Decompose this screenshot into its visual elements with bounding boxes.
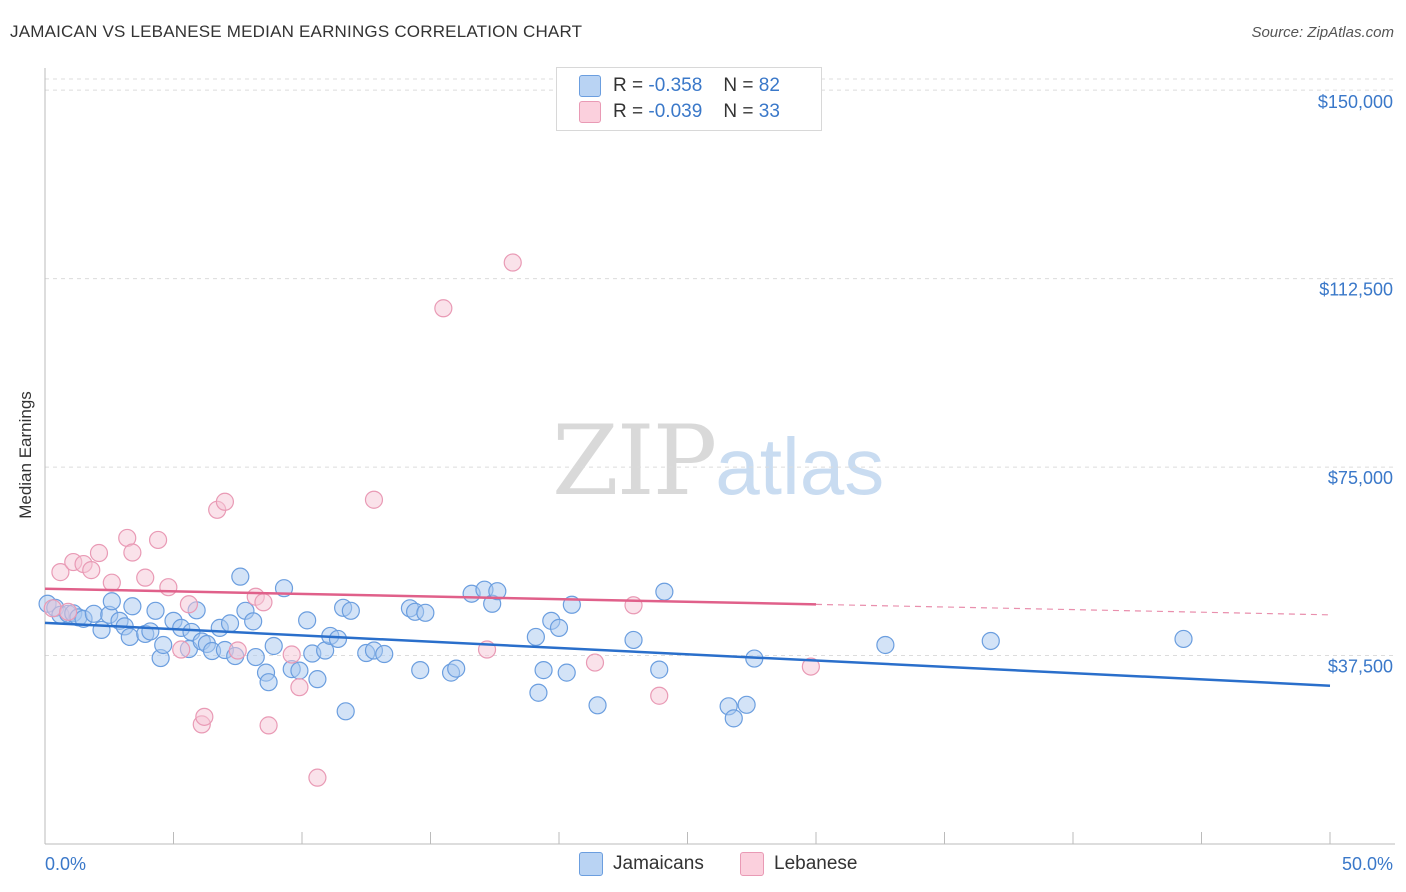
lebanese-point xyxy=(290,678,309,697)
jamaican-point xyxy=(341,601,360,620)
jamaican-point xyxy=(447,659,466,678)
jamaican-point xyxy=(244,612,263,631)
jamaican-point xyxy=(120,627,139,647)
lebanese-legend-icon xyxy=(740,852,764,876)
jamaican-point xyxy=(375,644,394,664)
chart-title: JAMAICAN VS LEBANESE MEDIAN EARNINGS COR… xyxy=(10,22,583,41)
lebanese-point xyxy=(179,595,199,614)
y-tick-label: $150,000 xyxy=(1318,92,1393,112)
jamaican-point xyxy=(416,603,435,622)
jamaican-point xyxy=(264,636,283,656)
legend-r-label: R = xyxy=(613,101,644,123)
jamaican-point xyxy=(724,709,743,728)
legend-r-value: -0.039 xyxy=(648,101,703,123)
jamaicans-legend-icon xyxy=(579,852,603,876)
lebanese-point xyxy=(59,602,78,621)
lebanese-point xyxy=(172,640,191,659)
jamaican-point xyxy=(1174,629,1193,649)
jamaican-point xyxy=(624,630,643,650)
lebanese-point xyxy=(259,716,278,735)
x-tick-label: 50.0% xyxy=(1342,854,1393,874)
jamaican-point xyxy=(92,620,111,640)
legend-n-value: 82 xyxy=(758,75,780,97)
legend-row-jamaicans: R = -0.358 N = 82 xyxy=(579,75,780,99)
jamaican-point xyxy=(529,683,548,702)
lebanese-point xyxy=(503,253,522,272)
jamaican-point xyxy=(231,567,250,586)
jamaican-point xyxy=(411,661,430,680)
watermark-atlas: atlas xyxy=(715,422,885,511)
lebanese-point xyxy=(148,530,168,550)
jamaicans-swatch-icon xyxy=(579,75,601,97)
lebanese-point xyxy=(308,768,327,787)
jamaican-point xyxy=(534,661,553,680)
jamaican-point xyxy=(650,660,669,679)
legend-n-value: 33 xyxy=(758,101,780,123)
lebanese-point xyxy=(123,543,142,562)
lebanese-point xyxy=(102,573,121,592)
bottom-legend-jamaicans: Jamaicans xyxy=(579,852,704,876)
jamaican-point xyxy=(220,614,240,633)
lebanese-point xyxy=(82,561,101,580)
lebanese-swatch-icon xyxy=(579,101,601,123)
lebanese-point xyxy=(195,707,214,726)
y-tick-label: $37,500 xyxy=(1328,657,1393,677)
jamaican-point xyxy=(146,601,165,620)
jamaican-point xyxy=(154,635,173,655)
chart-source: Source: ZipAtlas.com xyxy=(1251,24,1394,41)
jamaican-point xyxy=(557,663,576,682)
jamaican-point xyxy=(549,618,569,637)
lebanese-point xyxy=(215,492,234,511)
jamaican-point xyxy=(328,629,348,649)
jamaican-point xyxy=(737,695,756,714)
jamaican-point xyxy=(526,627,545,647)
y-tick-label: $75,000 xyxy=(1328,468,1393,488)
x-tick-label: 0.0% xyxy=(45,854,86,874)
lebanese-point xyxy=(228,641,247,660)
jamaican-point xyxy=(981,631,1000,651)
lebanese-point xyxy=(136,568,155,587)
lebanese-trend-line-dashed xyxy=(815,603,1331,616)
lebanese-point xyxy=(51,563,70,582)
jamaican-point xyxy=(488,582,507,601)
lebanese-point xyxy=(89,543,109,563)
lebanese-point xyxy=(159,578,178,597)
lebanese-point xyxy=(585,653,605,672)
legend-r-value: -0.358 xyxy=(648,75,703,97)
jamaican-point xyxy=(655,582,674,601)
watermark: ZIPatlas xyxy=(552,405,884,517)
lebanese-point xyxy=(650,686,669,705)
correlation-legend: R = -0.358 N = 82 R = -0.039 N = 33 xyxy=(556,67,822,131)
lebanese-point xyxy=(801,657,820,676)
lebanese-point xyxy=(254,593,273,612)
jamaican-point xyxy=(123,597,142,616)
jamaican-point xyxy=(308,670,327,689)
jamaican-point xyxy=(102,592,121,611)
lebanese-trend-line xyxy=(44,587,817,606)
jamaican-point xyxy=(141,622,160,641)
jamaican-point xyxy=(298,611,317,630)
lebanese-point xyxy=(434,299,453,318)
jamaican-point xyxy=(84,604,103,623)
legend-n-label: N = xyxy=(723,101,754,123)
legend-r-label: R = xyxy=(613,75,644,97)
lebanese-point xyxy=(43,599,62,618)
jamaican-point xyxy=(246,647,265,667)
watermark-zip: ZIP xyxy=(552,405,717,517)
lebanese-point xyxy=(282,645,301,664)
jamaican-point xyxy=(336,702,355,721)
jamaican-point xyxy=(876,635,895,655)
jamaicans-legend-label: Jamaicans xyxy=(613,853,704,875)
jamaican-point xyxy=(588,696,607,715)
jamaican-trend-line xyxy=(44,621,1331,687)
lebanese-point xyxy=(364,490,384,509)
legend-n-label: N = xyxy=(723,75,754,97)
lebanese-legend-label: Lebanese xyxy=(774,853,858,875)
legend-row-lebanese: R = -0.039 N = 33 xyxy=(579,101,780,125)
y-tick-label: $112,500 xyxy=(1319,280,1393,300)
jamaican-point xyxy=(259,673,278,692)
jamaican-point xyxy=(290,661,309,680)
bottom-legend-lebanese: Lebanese xyxy=(740,852,857,876)
